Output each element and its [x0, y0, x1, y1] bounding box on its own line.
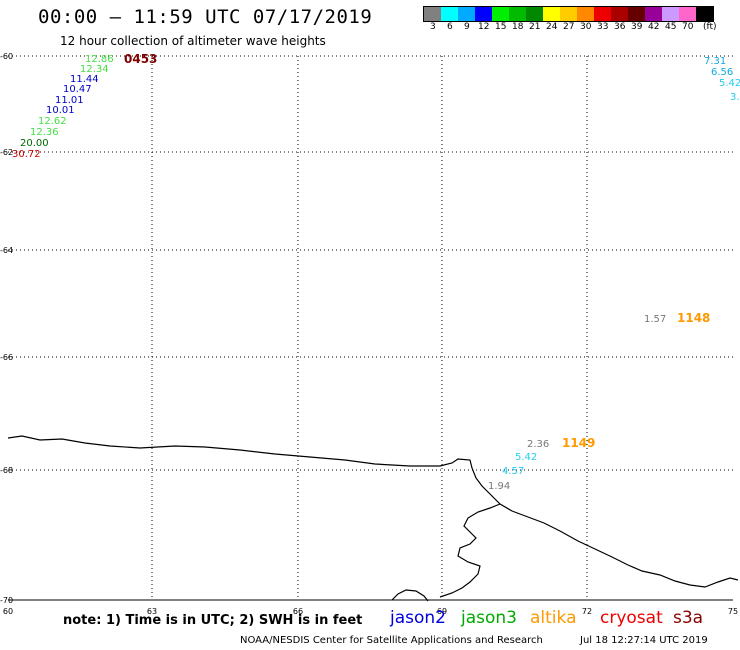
legend-swatch	[611, 7, 628, 21]
legend-swatch	[628, 7, 645, 21]
legend-swatch	[696, 7, 713, 21]
legend-label: 70	[682, 22, 694, 32]
swh-value: 2.36	[527, 439, 549, 450]
legend-swatch	[560, 7, 577, 21]
sat-s3a: s3a	[673, 608, 704, 628]
legend-label: 12	[478, 22, 490, 32]
lon-tick-label: 72	[582, 607, 592, 616]
legend-swatch	[441, 7, 458, 21]
legend-swatch	[645, 7, 662, 21]
swh-value: 12.34	[80, 64, 109, 75]
lon-tick-label: 63	[147, 607, 157, 616]
legend-label: 24	[546, 22, 558, 32]
legend-label: 45	[665, 22, 677, 32]
swh-value: 12.36	[30, 127, 59, 138]
swh-value: 10.01	[46, 105, 75, 116]
lat-tick-label: -62	[0, 148, 13, 157]
swh-value: 7.31	[704, 56, 726, 67]
swh-value: 1.94	[488, 481, 510, 492]
lat-tick-label: -64	[0, 246, 13, 255]
sat-cryosat: cryosat	[600, 608, 663, 628]
swh-value: 12.62	[38, 116, 67, 127]
coastline-inlet	[439, 503, 501, 598]
lat-tick-label: -70	[0, 596, 13, 605]
swh-value: 12.86	[85, 54, 114, 65]
legend-swatch	[662, 7, 679, 21]
legend-label: 6	[447, 22, 453, 32]
coastline-ice-shelf	[7, 435, 739, 588]
legend-label: 30	[580, 22, 592, 32]
footer-note: note: 1) Time is in UTC; 2) SWH is in fe…	[63, 613, 363, 628]
legend-swatch	[679, 7, 696, 21]
coastline	[7, 435, 739, 602]
sat-jason2: jason2	[390, 608, 446, 628]
coastline-south	[391, 589, 429, 602]
lon-tick-label: 75	[728, 607, 738, 616]
legend-label: 3	[430, 22, 436, 32]
legend-label: 21	[529, 22, 541, 32]
lon-tick-label: 66	[293, 607, 303, 616]
swh-value: 5.42	[719, 78, 740, 89]
swh-value: 1.57	[644, 314, 666, 325]
timestamp: Jul 18 12:27:14 UTC 2019	[580, 635, 708, 646]
legend-label: 27	[563, 22, 575, 32]
legend-label: 9	[464, 22, 470, 32]
lon-tick-label: 60	[3, 607, 13, 616]
legend-swatch	[526, 7, 543, 21]
chart-title: 00:00 – 11:59 UTC 07/17/2019	[38, 6, 373, 28]
lat-tick-label: -66	[0, 353, 13, 362]
sat-jason3: jason3	[461, 608, 517, 628]
swh-value: 4.57	[502, 466, 524, 477]
legend-swatch	[577, 7, 594, 21]
legend-swatch	[424, 7, 441, 21]
credit-text: NOAA/NESDIS Center for Satellite Applica…	[240, 635, 543, 646]
altimeter-data: 12.8612.3411.4410.4711.0110.0112.6212.36…	[12, 52, 740, 492]
legend-swatch	[492, 7, 509, 21]
legend-swatch	[543, 7, 560, 21]
color-legend	[423, 6, 714, 22]
legend-label: 39	[631, 22, 643, 32]
legend-unit: (ft)	[703, 22, 717, 32]
legend-label: 15	[495, 22, 507, 32]
axis-labels: 60 63 66 69 72 75 -60 -62 -64 -66 -68 -70	[0, 52, 738, 616]
legend-label: 33	[597, 22, 609, 32]
swh-value: 20.00	[20, 138, 49, 149]
legend-swatch	[458, 7, 475, 21]
legend-label: 18	[512, 22, 524, 32]
swh-value: 5.42	[515, 452, 537, 463]
chart-subtitle: 12 hour collection of altimeter wave hei…	[60, 34, 326, 48]
swh-value: 11.44	[70, 74, 99, 85]
swh-value: 11.01	[55, 95, 84, 106]
legend-label: 42	[648, 22, 660, 32]
lon-tick-label: 69	[437, 607, 447, 616]
graticule	[8, 55, 733, 601]
swh-value: 30.72	[12, 149, 41, 160]
lat-tick-label: -60	[0, 52, 13, 61]
legend-label: 36	[614, 22, 626, 32]
pass-time-label: 1149	[562, 436, 595, 450]
pass-time-label: 0453	[124, 52, 157, 66]
legend-swatch	[475, 7, 492, 21]
swh-value: 3.	[730, 92, 740, 103]
swh-value: 10.47	[63, 84, 92, 95]
lat-tick-label: -68	[0, 466, 13, 475]
legend-swatch	[594, 7, 611, 21]
pass-time-label: 1148	[677, 311, 710, 325]
swh-value: 6.56	[711, 67, 733, 78]
legend-swatch	[509, 7, 526, 21]
sat-altika: altika	[530, 608, 577, 628]
